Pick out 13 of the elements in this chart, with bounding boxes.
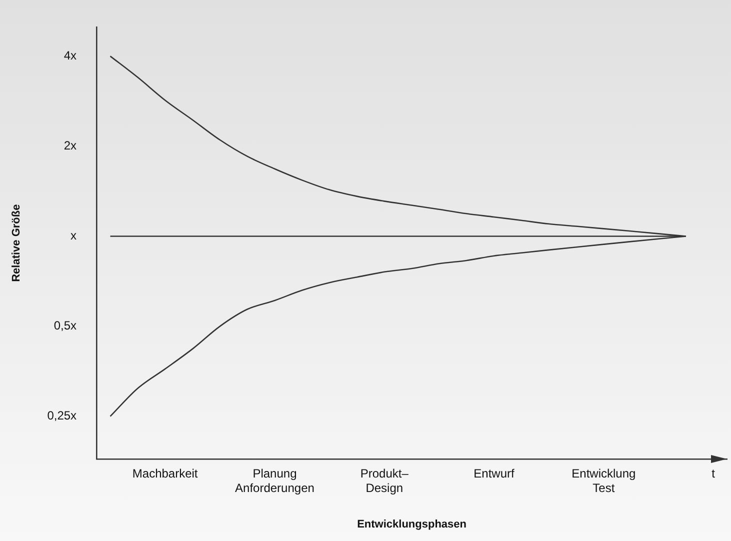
x-tick-label: Machbarkeit <box>132 466 198 481</box>
y-tick-label: 2x <box>64 138 77 153</box>
y-tick-label: 0,5x <box>54 318 77 333</box>
x-tick-label: Entwurf <box>474 466 516 481</box>
x-tick-label: Entwicklung Test <box>572 466 636 495</box>
x-tick-label: Planung Anforderungen <box>235 466 314 495</box>
y-tick-label: 4x <box>64 48 77 62</box>
x-axis-title: Entwicklungsphasen <box>357 518 467 530</box>
y-axis-title: Relative Größe <box>10 204 23 282</box>
y-tick-label: 0,25x <box>47 408 77 423</box>
x-tick-label: t <box>712 466 716 481</box>
x-tick-label: Produkt– Design <box>360 466 409 495</box>
y-tick-label: x <box>70 228 77 243</box>
